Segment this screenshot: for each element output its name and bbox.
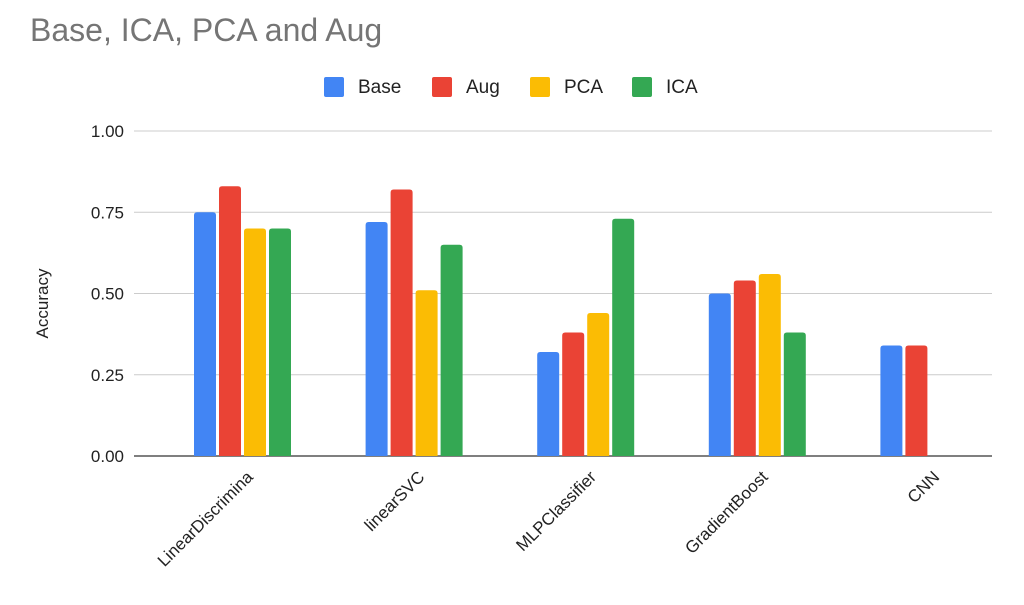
legend-swatch: [324, 77, 344, 97]
y-tick-label: 0.00: [91, 447, 124, 466]
x-tick-label: CNN: [904, 467, 943, 506]
bar-aug: [390, 189, 413, 456]
bar-pca: [587, 313, 610, 456]
x-tick-label: GradientBoost: [681, 467, 771, 557]
bar-ica: [269, 228, 291, 456]
legend-label: Base: [358, 77, 401, 98]
chart-title: Base, ICA, PCA and Aug: [30, 12, 383, 48]
bar-aug: [733, 280, 756, 456]
legend-label: PCA: [564, 77, 603, 98]
bar-base: [365, 222, 388, 456]
y-tick-label: 1.00: [91, 122, 124, 141]
bar-base: [708, 293, 731, 456]
bar-aug: [905, 345, 928, 456]
bar-pca: [758, 274, 781, 456]
bar-pca: [415, 290, 438, 456]
bar-base: [880, 345, 903, 456]
legend-swatch: [432, 77, 452, 97]
bar-aug: [219, 186, 241, 456]
x-tick-label: MLPClassifier: [512, 467, 600, 555]
x-tick-label: LinearDiscrimina: [154, 467, 257, 570]
y-tick-label: 0.50: [91, 285, 124, 304]
bar-ica: [440, 244, 463, 456]
y-axis-label: Accuracy: [33, 268, 52, 338]
bar-ica: [783, 332, 806, 456]
legend-swatch: [530, 77, 550, 97]
bar-pca: [244, 228, 266, 456]
legend-label: ICA: [666, 77, 698, 98]
bar-aug: [562, 332, 585, 456]
y-tick-label: 0.25: [91, 366, 124, 385]
x-tick-label: linearSVC: [361, 467, 429, 535]
bar-base: [194, 212, 216, 456]
y-tick-label: 0.75: [91, 203, 124, 222]
bar-base: [537, 352, 560, 456]
bar-ica: [612, 218, 635, 456]
legend-swatch: [632, 77, 652, 97]
legend-label: Aug: [466, 77, 500, 98]
